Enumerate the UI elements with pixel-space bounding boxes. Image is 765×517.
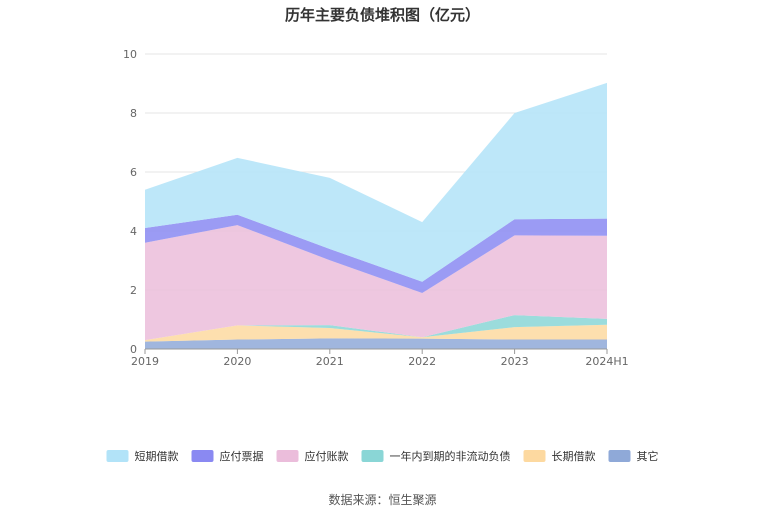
y-tick-label: 10 bbox=[123, 48, 137, 61]
legend-swatch bbox=[276, 450, 299, 462]
legend-item: 其它 bbox=[608, 449, 659, 463]
y-tick-label: 4 bbox=[130, 225, 137, 238]
legend-label: 短期借款 bbox=[135, 449, 179, 463]
x-tick-label: 2024H1 bbox=[585, 355, 628, 368]
legend-label: 应付票据 bbox=[220, 449, 264, 463]
chart-title: 历年主要负债堆积图（亿元） bbox=[284, 6, 480, 24]
x-tick-label: 2021 bbox=[316, 355, 344, 368]
area-0 bbox=[145, 338, 607, 349]
y-tick-label: 0 bbox=[130, 343, 137, 356]
legend-item: 应付票据 bbox=[191, 449, 264, 463]
legend-swatch bbox=[361, 450, 384, 462]
legend-item: 长期借款 bbox=[523, 449, 596, 463]
legend-label: 应付账款 bbox=[305, 449, 349, 463]
legend-swatch bbox=[523, 450, 546, 462]
legend-item: 应付账款 bbox=[276, 449, 349, 463]
legend-item: 短期借款 bbox=[106, 449, 179, 463]
legend-swatch bbox=[106, 450, 129, 462]
legend-label: 一年内到期的非流动负债 bbox=[390, 449, 511, 463]
y-tick-label: 8 bbox=[130, 107, 137, 120]
y-tick-label: 6 bbox=[130, 166, 137, 179]
legend-label: 长期借款 bbox=[552, 449, 596, 463]
legend-swatch bbox=[608, 450, 631, 462]
x-tick-label: 2020 bbox=[223, 355, 251, 368]
x-tick-label: 2023 bbox=[501, 355, 529, 368]
area-4 bbox=[145, 214, 607, 293]
x-tick-label: 2019 bbox=[131, 355, 159, 368]
area-5 bbox=[145, 82, 607, 282]
area-series bbox=[145, 82, 607, 349]
legend: 短期借款 应付票据 应付账款 一年内到期的非流动负债 长期借款 其它 bbox=[106, 449, 659, 463]
legend-item: 一年内到期的非流动负债 bbox=[361, 449, 511, 463]
area-2 bbox=[145, 315, 607, 341]
legend-swatch bbox=[191, 450, 214, 462]
area-1 bbox=[145, 324, 607, 342]
y-tick-label: 2 bbox=[130, 284, 137, 297]
area-3 bbox=[145, 225, 607, 341]
axes: 0 2 4 6 8 10 2019 2020 2021 2022 2023 2024H1 bbox=[123, 48, 629, 368]
source-note: 数据来源：恒生聚源 bbox=[328, 493, 437, 507]
x-tick-label: 2022 bbox=[408, 355, 436, 368]
legend-label: 其它 bbox=[637, 449, 659, 463]
